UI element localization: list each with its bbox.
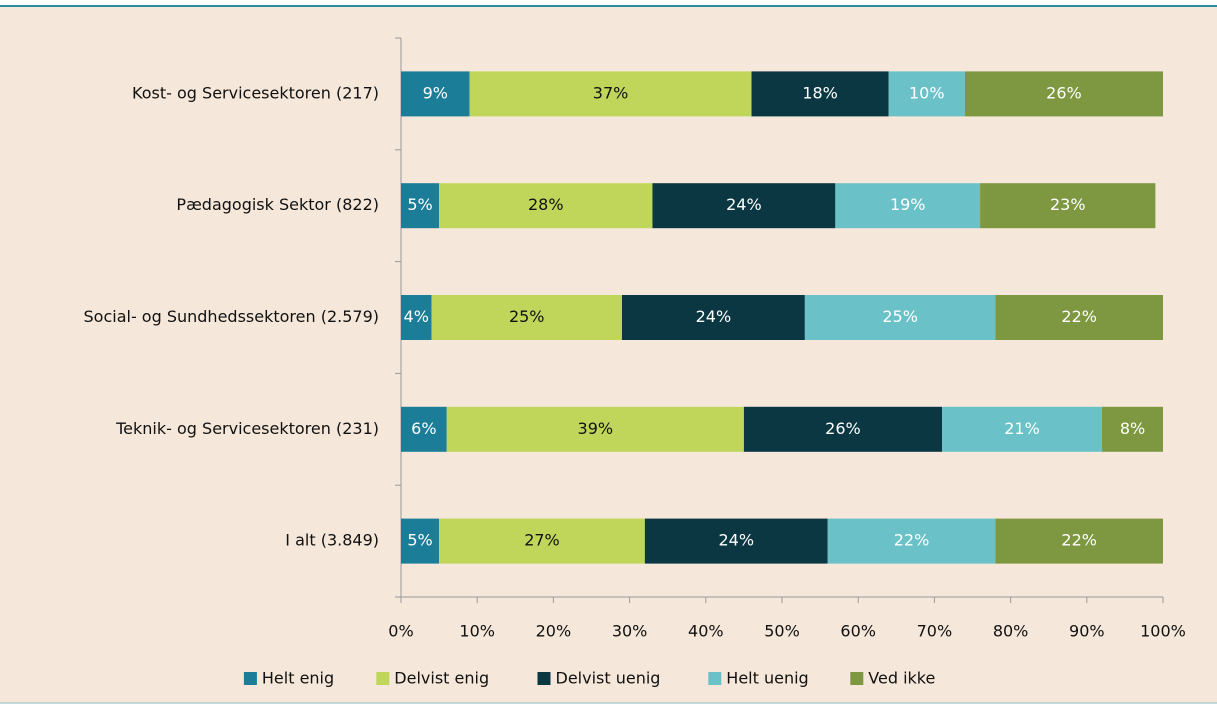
bar-segment xyxy=(401,406,447,452)
data-label: 27% xyxy=(524,531,560,550)
data-label: 28% xyxy=(528,195,564,214)
bar-segment xyxy=(431,295,622,340)
bar-segment xyxy=(1102,406,1163,452)
y-tick-label: I alt (3.849) xyxy=(285,531,379,550)
bar-segment xyxy=(469,71,752,117)
x-tick-label: 20% xyxy=(536,622,572,641)
data-label: 24% xyxy=(718,531,754,550)
bar-segment xyxy=(980,183,1156,229)
data-label: 22% xyxy=(1061,531,1097,550)
data-label: 25% xyxy=(882,307,918,326)
bar-segment xyxy=(439,518,645,564)
x-tick-label: 80% xyxy=(993,622,1029,641)
legend-swatch xyxy=(537,672,551,685)
y-tick-label: Social- og Sundhedssektoren (2.579) xyxy=(84,307,380,326)
data-label: 37% xyxy=(593,83,629,102)
bar-segment xyxy=(888,71,965,117)
x-tick-label: 50% xyxy=(764,622,800,641)
legend-swatch xyxy=(850,672,864,685)
data-label: 6% xyxy=(411,419,436,438)
x-tick-label: 100% xyxy=(1140,622,1186,641)
bar-segment xyxy=(942,406,1103,452)
bar-segment xyxy=(652,183,836,229)
bar-segment xyxy=(827,518,996,564)
bar-segment xyxy=(446,406,744,452)
bar-segment xyxy=(964,71,1163,117)
legend-label: Delvist uenig xyxy=(556,669,661,688)
data-label: 4% xyxy=(404,307,429,326)
bar-segment xyxy=(644,518,828,564)
bar-segment xyxy=(401,183,440,229)
bar-segment xyxy=(401,71,470,117)
data-label: 25% xyxy=(509,307,545,326)
data-label: 5% xyxy=(407,531,432,550)
data-label: 39% xyxy=(578,419,614,438)
bar-segment xyxy=(743,406,943,452)
data-label: 26% xyxy=(825,419,861,438)
data-label: 24% xyxy=(696,307,732,326)
x-tick-label: 0% xyxy=(388,622,413,641)
bar-segment xyxy=(995,518,1163,564)
bar-segment xyxy=(401,295,432,340)
data-label: 21% xyxy=(1004,419,1040,438)
x-tick-label: 60% xyxy=(840,622,876,641)
data-label: 22% xyxy=(894,531,930,550)
x-tick-label: 90% xyxy=(1069,622,1105,641)
legend-swatch xyxy=(708,672,722,685)
bar-segment xyxy=(621,295,805,340)
y-tick-label: Pædagogisk Sektor (822) xyxy=(176,195,379,214)
legend-label: Helt enig xyxy=(262,669,334,688)
bar-segment xyxy=(804,295,996,340)
bar-segment xyxy=(751,71,889,117)
data-label: 5% xyxy=(407,195,432,214)
bar-segment xyxy=(995,295,1163,340)
data-label: 9% xyxy=(423,83,448,102)
x-tick-label: 30% xyxy=(612,622,648,641)
bar-segment xyxy=(835,183,981,229)
data-label: 24% xyxy=(726,195,762,214)
data-label: 26% xyxy=(1046,83,1082,102)
data-label: 19% xyxy=(890,195,926,214)
data-label: 22% xyxy=(1061,307,1097,326)
y-tick-label: Kost- og Servicesektoren (217) xyxy=(132,83,379,102)
x-tick-label: 40% xyxy=(688,622,724,641)
y-tick-label: Teknik- og Servicesektoren (231) xyxy=(115,419,379,438)
x-tick-label: 70% xyxy=(917,622,953,641)
data-label: 18% xyxy=(802,83,838,102)
data-label: 23% xyxy=(1050,195,1086,214)
legend-swatch xyxy=(243,672,257,685)
legend-label: Helt uenig xyxy=(726,669,808,688)
data-label: 10% xyxy=(909,83,945,102)
data-label: 8% xyxy=(1120,419,1145,438)
background xyxy=(0,7,1217,703)
bar-segment xyxy=(439,183,653,229)
legend-label: Delvist enig xyxy=(394,669,489,688)
bar-segment xyxy=(401,518,440,564)
legend-swatch xyxy=(376,672,390,685)
x-tick-label: 10% xyxy=(459,622,495,641)
legend-label: Ved ikke xyxy=(868,669,935,688)
